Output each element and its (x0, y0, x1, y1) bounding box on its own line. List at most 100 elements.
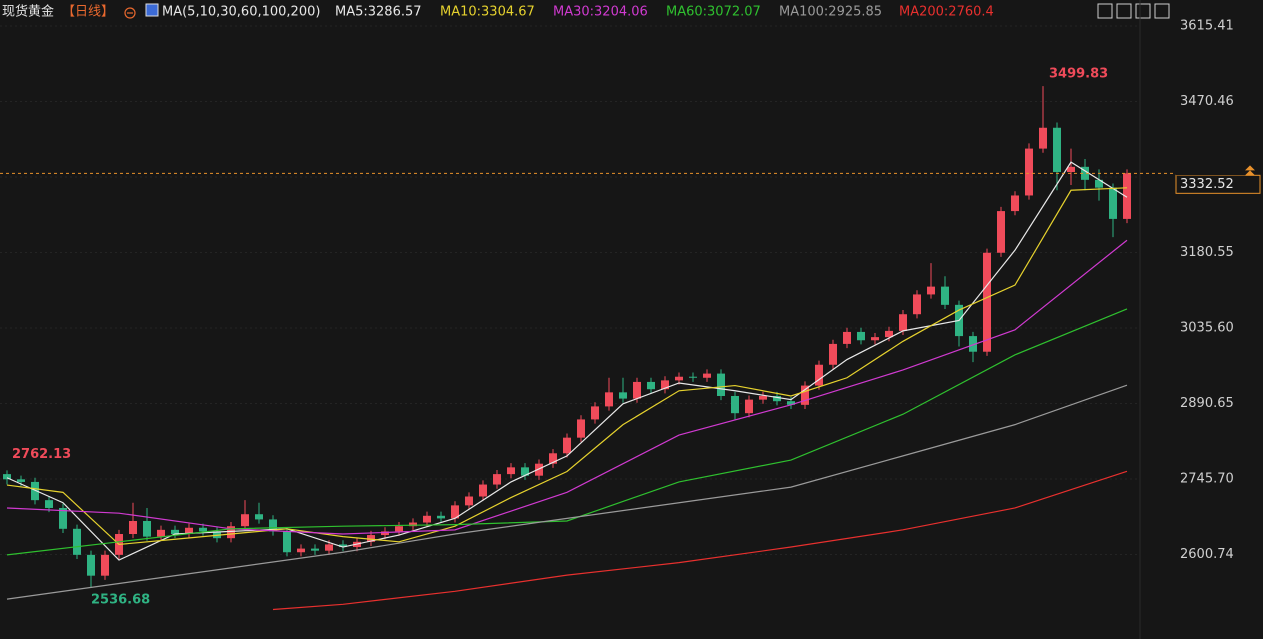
candle-body (997, 211, 1005, 253)
candle-body (493, 474, 501, 485)
candle-body (941, 286, 949, 305)
candle-body (381, 531, 389, 536)
y-tick-label: 3180.55 (1180, 245, 1234, 260)
candle-body (913, 294, 921, 315)
candle-body (885, 330, 893, 338)
toolbar-button[interactable] (1154, 3, 1170, 19)
legend-entry: MA200:2760.4 (899, 5, 994, 20)
indicator-icon[interactable] (145, 3, 159, 17)
legend-entry: MA100:2925.85 (779, 5, 882, 20)
candle-body (703, 373, 711, 378)
candle-body (227, 526, 235, 539)
y-tick-label: 2745.70 (1180, 471, 1234, 486)
toolbar (1097, 3, 1170, 19)
period-icon[interactable] (124, 7, 136, 19)
candle-body (535, 463, 543, 476)
ma-line (6, 384, 1128, 600)
tick-mask (1176, 164, 1246, 176)
candle-body (745, 399, 753, 414)
legend-entry: MA5:3286.57 (335, 5, 422, 20)
candle-body (1039, 127, 1047, 149)
candle-body (829, 343, 837, 365)
candle-body (1067, 166, 1075, 173)
candle-body (171, 529, 179, 535)
current-price-label: 3332.52 (1180, 177, 1234, 192)
candle-body (3, 474, 11, 480)
candle-body (689, 376, 697, 378)
ma-line (272, 470, 1128, 611)
current-price-icon (1245, 165, 1255, 176)
y-tick-label: 2600.74 (1180, 547, 1234, 562)
extreme-label: 3499.83 (1049, 67, 1108, 82)
candle-body (773, 395, 781, 402)
candle-body (927, 286, 935, 295)
toolbar-button[interactable] (1097, 3, 1113, 19)
plot-area (0, 25, 1140, 611)
ma-line (6, 308, 1128, 556)
candle-body (857, 331, 865, 341)
candle-body (577, 419, 585, 438)
candle-body (563, 437, 571, 454)
candle-body (367, 535, 375, 542)
candle-body (17, 479, 25, 482)
y-tick-label: 3035.60 (1180, 320, 1234, 335)
candle-body (31, 481, 39, 501)
candle-body (143, 520, 151, 537)
candle-body (661, 380, 669, 390)
ma-line (6, 239, 1128, 535)
extreme-label: 2536.68 (91, 592, 150, 607)
candle-body (507, 467, 515, 475)
candle-body (185, 527, 193, 535)
candle-body (339, 544, 347, 548)
y-tick-label: 3470.46 (1180, 94, 1234, 109)
y-tick-label: 2890.65 (1180, 396, 1234, 411)
candle-body (1081, 166, 1089, 180)
candle-body (437, 515, 445, 519)
ma-line (6, 187, 1128, 546)
candle-body (549, 453, 557, 464)
legend-entry: MA30:3204.06 (553, 5, 648, 20)
toolbar-button[interactable] (1116, 3, 1132, 19)
candle-body (591, 406, 599, 420)
candle-body (1053, 127, 1061, 173)
candle-body (199, 527, 207, 532)
toolbar-button[interactable] (1135, 3, 1151, 19)
candle-body (283, 531, 291, 553)
candle-body (1095, 179, 1103, 188)
candle-body (479, 484, 487, 497)
candle-body (871, 337, 879, 341)
candle-body (815, 364, 823, 386)
candle-body (465, 496, 473, 506)
y-tick-label: 3615.41 (1180, 18, 1234, 33)
candle-body (101, 554, 109, 576)
period-label[interactable]: 【日线】 (62, 5, 114, 20)
candle-body (241, 514, 249, 527)
candle-body (409, 522, 417, 527)
indicator-label: MA(5,10,30,60,100,200) (162, 5, 320, 20)
candle-body (633, 381, 641, 399)
candle-body (801, 385, 809, 405)
candle-body (675, 376, 683, 381)
candle-body (311, 548, 319, 551)
candle-body (297, 548, 305, 553)
candle-body (451, 505, 459, 519)
candle-body (843, 331, 851, 344)
candle-body (521, 467, 529, 476)
extreme-label: 2762.13 (12, 447, 71, 462)
candle-body (983, 252, 991, 352)
candle-body (87, 554, 95, 576)
candle-body (325, 544, 333, 551)
chart-title: 现货黄金 (2, 4, 54, 20)
candle-body (255, 514, 263, 520)
candle-body (717, 373, 725, 396)
candle-body (1025, 148, 1033, 196)
legend-entry: MA10:3304.67 (440, 5, 535, 20)
candle-body (1109, 187, 1117, 219)
candle-body (619, 392, 627, 399)
candle-body (787, 401, 795, 405)
candle-body (423, 515, 431, 523)
candle-body (899, 314, 907, 331)
candle-body (731, 395, 739, 414)
